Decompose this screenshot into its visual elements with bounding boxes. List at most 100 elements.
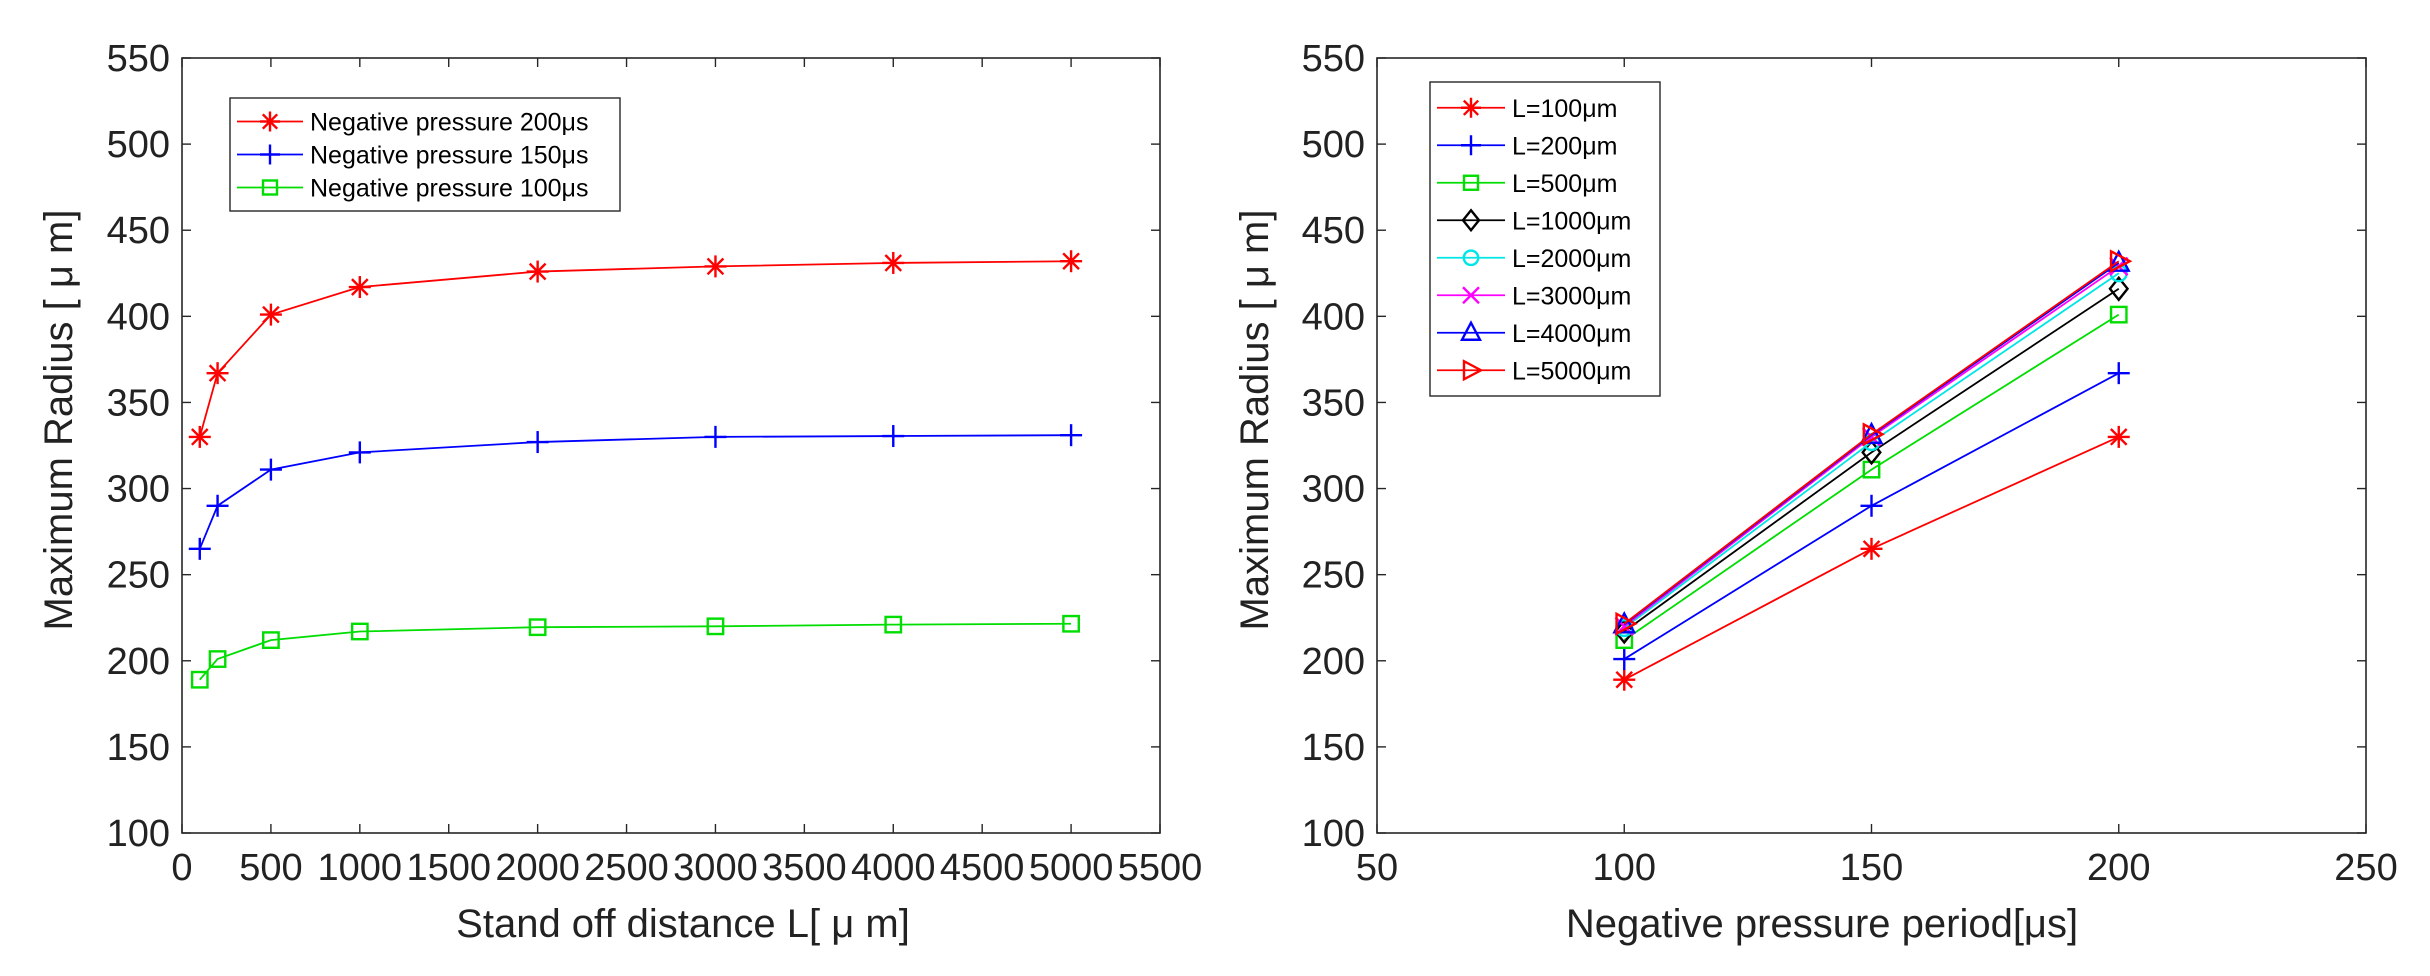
chart-right-legend-label-7: L=5000μm (1512, 357, 1631, 385)
chart-right-series-7-point (1862, 422, 1886, 447)
chart-left-series-0-point-stroke (528, 262, 547, 281)
chart-right-legend-marker-5 (1462, 286, 1480, 305)
chart-right-series-0-point (1860, 537, 1883, 560)
chart-left-series-0-point (348, 276, 371, 299)
chart-left-series-0-point (526, 260, 549, 283)
chart-right: Negative pressure period[μs] Maximum Rad… (1233, 38, 2398, 946)
chart-left-series-0-point-stroke (351, 278, 369, 296)
chart-right-series-1-point (1860, 494, 1883, 517)
chart-left-series-0-point (1060, 250, 1083, 273)
chart-left-y-tick-label: 300 (107, 469, 170, 511)
chart-left-series-1-point (348, 441, 371, 464)
chart-right-series-6-point-shape (2106, 249, 2131, 272)
chart-left-series-1-line (198, 434, 1072, 550)
chart-right-legend-marker-5-stroke (1462, 286, 1480, 305)
chart-left-series-2-point (1062, 614, 1080, 633)
chart-right-series-7-point-shape (1615, 611, 1638, 636)
chart-right-legend-marker-2-shape (1462, 174, 1480, 191)
chart-left-x-tick-label: 3500 (762, 847, 847, 889)
chart-right-series-0-point (2107, 425, 2130, 448)
chart-left-series-2-point (528, 618, 547, 637)
chart-right-series-1-point (2107, 362, 2130, 385)
chart-right-series-6-point (1859, 421, 1884, 445)
chart-left-legend-label-2: Negative pressure 100μs (310, 175, 588, 203)
chart-left-x-tick-label: 500 (239, 847, 302, 889)
chart-right-legend-label-5: L=3000μm (1512, 282, 1631, 310)
chart-left-legend-label-0: Negative pressure 200μs (310, 109, 588, 137)
chart-left-series-2-point (190, 670, 209, 689)
chart-left-x-tick-label: 3000 (673, 847, 758, 889)
chart-right-legend-marker-0 (1461, 97, 1481, 118)
chart-left-series-0-point-stroke (1062, 252, 1080, 270)
chart-left-series-1-point (188, 537, 211, 560)
chart-right-x-tick-label: 100 (1593, 847, 1656, 889)
chart-left-series-2-point-shape (262, 631, 280, 650)
chart-right-legend-marker-4-shape (1462, 249, 1480, 267)
chart-left-legend-marker-0-stroke (261, 113, 279, 130)
chart-left-series-0-point (882, 251, 905, 274)
chart-right-y-tick-label: 500 (1302, 124, 1365, 166)
chart-right-series-0-point-stroke (1862, 540, 1881, 558)
chart-left-y-tick-label: 500 (107, 124, 170, 166)
chart-right-series-3-point (1613, 618, 1635, 645)
chart-left-series-1-point (704, 425, 727, 448)
chart-right-series-3-point-shape (1613, 618, 1635, 645)
chart-left-legend-marker-0 (260, 111, 280, 132)
chart-left-series-2-point-shape (208, 650, 227, 668)
chart-left-series-0-point-stroke (262, 305, 280, 324)
chart-right-legend-label-6: L=4000μm (1512, 320, 1631, 348)
chart-left-series-1-point (206, 494, 229, 517)
chart-left-y-tick-label: 250 (107, 555, 170, 597)
chart-left-series-2-point (262, 631, 280, 650)
chart-right-legend-label-4: L=2000μm (1512, 245, 1631, 273)
chart-left-series-2-point (706, 617, 725, 636)
chart-right-series-3-point (2108, 275, 2130, 302)
chart-right-series-7-line (1623, 260, 2120, 625)
chart-right-series-0-point-stroke (1615, 670, 1634, 689)
chart-right-series-0-point-stroke (2109, 428, 2128, 446)
chart-right-series-0-point (1613, 668, 1636, 691)
chart-left-series-2-point-shape (884, 615, 903, 634)
chart-right-series-7-point (1615, 611, 1638, 636)
chart-right-legend-marker-2 (1462, 174, 1480, 191)
chart-right-legend-marker-6-shape (1460, 320, 1482, 341)
chart-right-legend-label-0: L=100μm (1512, 95, 1617, 123)
chart-right-legend-marker-3-shape (1461, 208, 1481, 233)
chart-right-y-tick-label: 450 (1302, 210, 1365, 252)
chart-right-series-2-line (1623, 313, 2120, 641)
chart-left-x-tick-label: 1000 (318, 847, 403, 889)
chart-left-series-2-point-shape (706, 617, 725, 636)
chart-right-x-axis-label: Negative pressure period[μs] (1566, 902, 2078, 946)
chart-left-series-0-line (198, 260, 1072, 438)
chart-right-legend-label-3: L=1000μm (1512, 207, 1631, 235)
chart-right-series-6-point-shape (1612, 611, 1637, 634)
chart-left-y-tick-label: 100 (107, 813, 170, 855)
chart-left-y-tick-label: 400 (107, 296, 170, 338)
chart-left-x-tick-label: 5500 (1118, 847, 1203, 889)
chart-left-y-tick-label: 150 (107, 727, 170, 769)
chart-right-legend-marker-3 (1461, 208, 1481, 233)
chart-left-series-0-point (259, 303, 282, 326)
chart-left-series-1-point (1060, 424, 1083, 447)
chart-left-y-tick-label: 450 (107, 210, 170, 252)
chart-right-legend-marker-7 (1462, 359, 1484, 382)
chart-left-series-0-point-stroke (208, 364, 227, 382)
chart-right-series-6-point-shape (1859, 421, 1884, 445)
chart-right-series-6-point (1612, 611, 1637, 634)
chart-left-x-tick-label: 1500 (406, 847, 491, 889)
chart-left-x-tick-label: 2000 (495, 847, 580, 889)
chart-left-x-tick-label: 4000 (851, 847, 936, 889)
chart-left-series-2-point (884, 615, 903, 634)
chart-right-series-3-line (1623, 288, 2120, 633)
chart-left-series-2-point-shape (190, 670, 209, 689)
chart-right-x-tick-label: 250 (2334, 847, 2397, 889)
chart-left-series-0-point-stroke (191, 428, 209, 446)
chart-left-series-1-point (259, 458, 282, 481)
chart-right-legend-marker-6 (1460, 320, 1482, 341)
chart-right-legend-marker-1 (1461, 135, 1481, 156)
chart-right-series-7-point-shape (2109, 249, 2133, 274)
chart-left-series-2-point-shape (528, 618, 547, 637)
chart-left-y-tick-label: 200 (107, 641, 170, 683)
chart-right-series-7-point (2109, 249, 2133, 274)
